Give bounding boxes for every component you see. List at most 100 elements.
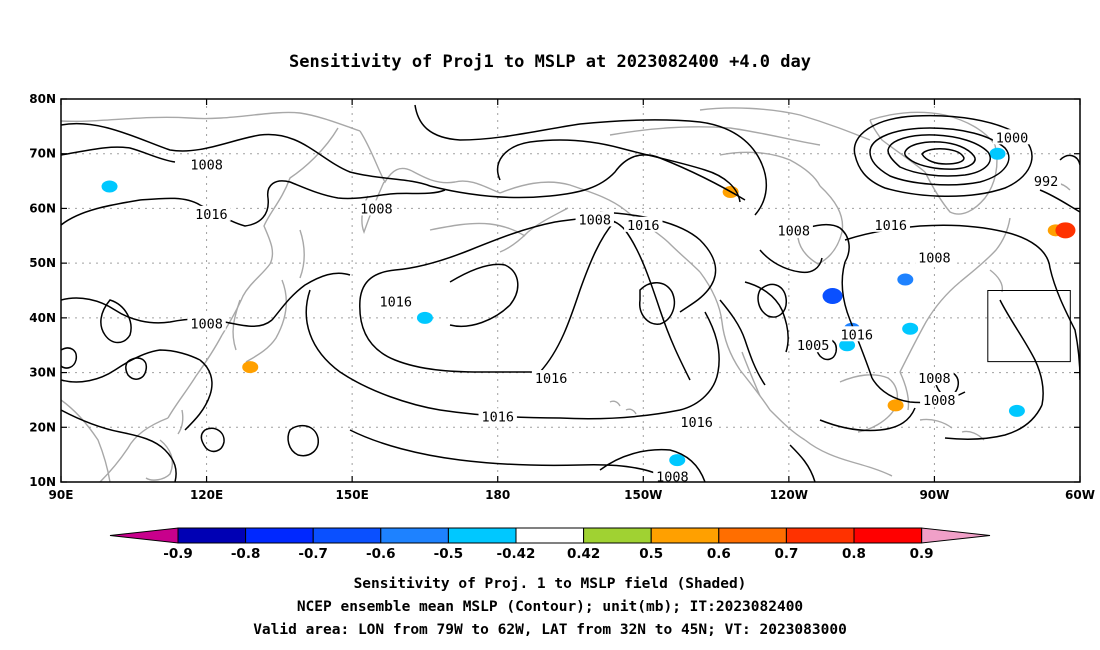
lat-tick-label: 80N — [29, 92, 56, 106]
lat-tick-label: 40N — [29, 311, 56, 325]
coastlines — [61, 107, 1071, 482]
sensitivity-patch — [822, 287, 843, 304]
longitude-axis: 90E 120E 150E 180 150W 120W 90W 60W — [49, 99, 1095, 502]
caption-valid-area: Valid area: LON from 79W to 62W, LAT fro… — [253, 622, 847, 638]
contour-label-text: 1008 — [918, 251, 951, 267]
colorbar-high-triangle — [921, 527, 991, 544]
lat-tick-label: 50N — [29, 256, 56, 270]
contour-label-text: 1016 — [627, 218, 660, 234]
contour-label-bg — [920, 391, 959, 407]
sensitivity-patch — [1008, 404, 1025, 417]
contour-label-bg — [575, 211, 614, 227]
sensitivity-patch — [101, 180, 118, 193]
latitude-axis: 80N 70N 60N 50N 40N 30N 20N 10N — [29, 92, 1080, 489]
sensitivity-patch — [887, 399, 904, 412]
contour-label: 1016 — [478, 408, 517, 425]
colorbar-label: 0.9 — [910, 546, 934, 562]
contour-label-text: 992 — [1034, 174, 1058, 190]
contour-label-bg — [376, 293, 416, 309]
contour-label-text: 1008 — [777, 223, 810, 239]
lat-tick-label: 10N — [29, 475, 56, 489]
contour-label-text: 1008 — [360, 201, 393, 217]
map-panel: 1008 1016 1008 1008 1016 1008 1016 1000 992 1016 1… — [29, 92, 1095, 502]
colorbar-segment — [312, 527, 382, 544]
mslp-contours — [61, 104, 1080, 482]
colorbar-segment — [380, 527, 449, 544]
colorbar-segment — [718, 527, 787, 544]
colorbar-label: 0.7 — [774, 546, 798, 562]
contour-label-bg — [837, 326, 876, 342]
map-background — [61, 99, 1080, 482]
contour-label-bg — [357, 200, 396, 216]
contour-label: 1016 — [624, 216, 663, 234]
lat-tick-label: 70N — [29, 147, 56, 161]
contour-label: 1008 — [357, 200, 396, 217]
contour-label-bg — [187, 156, 226, 172]
contour-label: 1008 — [187, 315, 226, 332]
contour-label-bg — [871, 216, 910, 232]
contour-label-bg — [187, 315, 226, 331]
lon-tick-label: 90W — [919, 488, 949, 502]
colorbar-label: -0.42 — [497, 546, 536, 562]
valid-area-box — [987, 290, 1071, 363]
sensitivity-patch — [989, 147, 1006, 160]
contour-label-bg — [793, 337, 833, 353]
contour-label-text: 1016 — [195, 207, 228, 223]
contour-label-bg — [1031, 173, 1061, 189]
colorbar-segment — [853, 527, 923, 544]
colorbar-segment — [583, 527, 652, 544]
contour-label-bg — [774, 222, 813, 238]
contour-label: 1000 — [992, 129, 1032, 146]
colorbar-label: 0.6 — [707, 546, 731, 562]
contour-label-text: 1016 — [535, 371, 568, 387]
contour-label: 1008 — [187, 156, 226, 174]
colorbar-label: -0.9 — [163, 546, 193, 562]
map-frame — [60, 98, 1081, 483]
contour-label: 1016 — [376, 293, 416, 310]
colorbar-segment — [245, 527, 314, 544]
sensitivity-patch — [897, 273, 914, 286]
contour-label: 1016 — [677, 413, 716, 431]
contour-label-bg — [192, 205, 231, 221]
sensitivity-patch — [1055, 222, 1076, 239]
sensitivity-shading — [101, 147, 1076, 467]
contour-label-bg — [478, 408, 517, 424]
contour-label-bg — [653, 468, 692, 482]
lat-tick-label: 30N — [29, 366, 56, 380]
contour-label-text: 1008 — [579, 212, 612, 228]
contour-label: 1008 — [575, 211, 614, 228]
colorbar-low-triangle — [109, 527, 179, 544]
contour-label-bg — [992, 129, 1032, 145]
lon-tick-label: 90E — [49, 488, 74, 502]
contour-label-text: 1016 — [841, 327, 874, 343]
colorbar-label: -0.5 — [434, 546, 464, 562]
colorbar-segment — [447, 527, 517, 544]
contour-label-text: 1016 — [481, 409, 514, 425]
contour-label-bg — [624, 216, 663, 232]
sensitivity-patch — [669, 454, 686, 467]
contour-label-bg — [915, 370, 954, 386]
lon-tick-label: 150E — [336, 488, 369, 502]
colorbar-segment — [515, 527, 585, 544]
caption-shaded: Sensitivity of Proj. 1 to MSLP field (Sh… — [354, 576, 747, 592]
lon-tick-label: 180 — [485, 488, 510, 502]
contour-label-text: 1008 — [190, 316, 223, 332]
figure-title: Sensitivity of Proj1 to MSLP at 20230824… — [289, 52, 811, 72]
sensitivity-patch — [839, 339, 856, 352]
colorbar-label: 0.42 — [567, 546, 600, 562]
colorbar-label: -0.8 — [231, 546, 261, 562]
contour-label-text: 1008 — [923, 393, 956, 409]
contour-label-text: 1016 — [680, 415, 713, 431]
lon-tick-label: 120E — [190, 488, 223, 502]
contour-label-text: 1000 — [996, 130, 1029, 146]
colorbar-label: 0.5 — [639, 546, 663, 562]
contour-label: 1008 — [920, 391, 959, 409]
contour-label-bg — [677, 413, 716, 429]
contour-labels: 1008 1016 1008 1008 1016 1008 1016 1000 992 1016 1… — [187, 129, 1061, 482]
contour-label: 1016 — [531, 370, 571, 387]
contour-label: 1008 — [915, 370, 954, 387]
colorbar-segment — [177, 527, 247, 544]
contour-label-text: 1008 — [918, 371, 951, 387]
lon-tick-label: 120W — [770, 488, 808, 502]
colorbar-segment — [650, 527, 720, 544]
